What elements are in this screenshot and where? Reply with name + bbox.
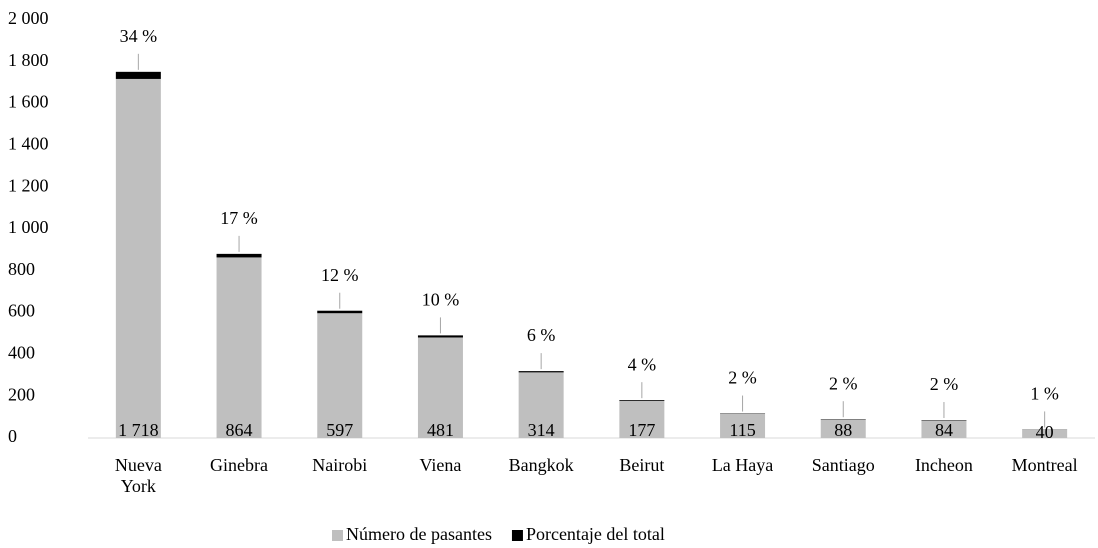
y-tick-label: 1 400 bbox=[8, 134, 49, 154]
x-tick-label: Ginebra bbox=[210, 455, 269, 475]
legend-label: Porcentaje del total bbox=[526, 524, 665, 544]
value-label: 6 % bbox=[527, 325, 556, 345]
value-label: 84 bbox=[935, 420, 953, 440]
bar-segment bbox=[115, 78, 161, 439]
value-label: 40 bbox=[1036, 422, 1054, 442]
y-tick-label: 1 800 bbox=[8, 50, 49, 70]
bar-segment bbox=[720, 413, 766, 438]
value-label: 4 % bbox=[628, 354, 657, 374]
x-tick-label: Nueva York bbox=[114, 455, 162, 496]
value-label: 481 bbox=[427, 420, 454, 440]
y-tick-label: 0 bbox=[8, 426, 17, 446]
bar-segment bbox=[820, 419, 866, 438]
x-tick-label: La Haya bbox=[711, 455, 774, 475]
value-label: 2 % bbox=[930, 374, 959, 394]
value-label: 314 bbox=[528, 420, 555, 440]
value-label: 1 % bbox=[1030, 384, 1059, 404]
value-label: 597 bbox=[326, 420, 353, 440]
y-tick-label: 1 000 bbox=[8, 217, 49, 237]
x-tick-label: Montreal bbox=[1011, 455, 1078, 475]
value-label: 864 bbox=[226, 420, 253, 440]
bar-segment bbox=[417, 335, 463, 338]
y-tick-label: 600 bbox=[8, 301, 35, 321]
bar-segment bbox=[216, 257, 262, 438]
bar-segment bbox=[921, 420, 967, 438]
value-label: 2 % bbox=[829, 373, 858, 393]
x-tick-label: Incheon bbox=[914, 455, 973, 475]
x-tick-label: Bangkok bbox=[508, 455, 574, 475]
y-tick-label: 400 bbox=[8, 343, 35, 363]
value-label: 12 % bbox=[321, 265, 359, 285]
bar-segment bbox=[518, 371, 564, 373]
legend-label: Número de pasantes bbox=[346, 524, 492, 544]
bar-segment bbox=[216, 253, 262, 258]
y-tick-label: 800 bbox=[8, 259, 35, 279]
bar-segment bbox=[317, 310, 363, 314]
legend-swatch bbox=[511, 530, 523, 541]
bar-segment bbox=[417, 337, 463, 438]
value-label: 17 % bbox=[220, 208, 258, 228]
y-tick-label: 200 bbox=[8, 384, 35, 404]
bar-segment bbox=[619, 401, 665, 438]
bar-segment bbox=[115, 71, 161, 79]
x-tick-label: Beirut bbox=[619, 455, 665, 475]
value-label: 34 % bbox=[120, 26, 158, 46]
value-label: 88 bbox=[834, 420, 852, 440]
x-tick-label: Nairobi bbox=[312, 455, 368, 475]
value-label: 2 % bbox=[728, 368, 757, 388]
bar-segment bbox=[317, 313, 363, 438]
bar-segment bbox=[518, 372, 564, 438]
value-label: 115 bbox=[729, 420, 755, 440]
y-tick-label: 1 200 bbox=[8, 175, 49, 195]
y-tick-label: 1 600 bbox=[8, 92, 49, 112]
bar-segment bbox=[1022, 429, 1068, 438]
x-tick-label: Viena bbox=[419, 455, 462, 475]
y-tick-label: 2 000 bbox=[8, 8, 49, 28]
value-label: 10 % bbox=[422, 290, 460, 310]
x-tick-label: Santiago bbox=[811, 455, 875, 475]
value-label: 177 bbox=[628, 420, 655, 440]
bar-segment bbox=[619, 400, 665, 402]
value-label: 1 718 bbox=[118, 420, 159, 440]
legend-swatch bbox=[332, 530, 343, 541]
